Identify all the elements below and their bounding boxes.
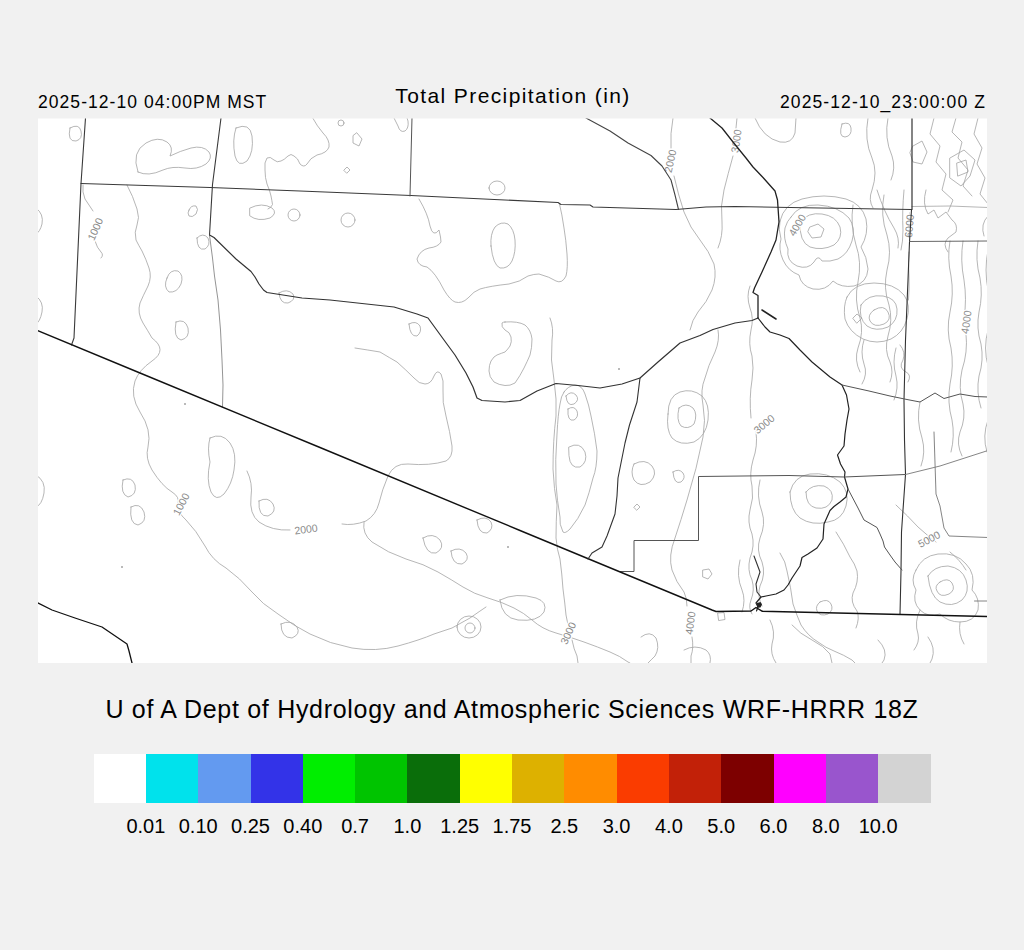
- svg-text:6000: 6000: [902, 214, 916, 238]
